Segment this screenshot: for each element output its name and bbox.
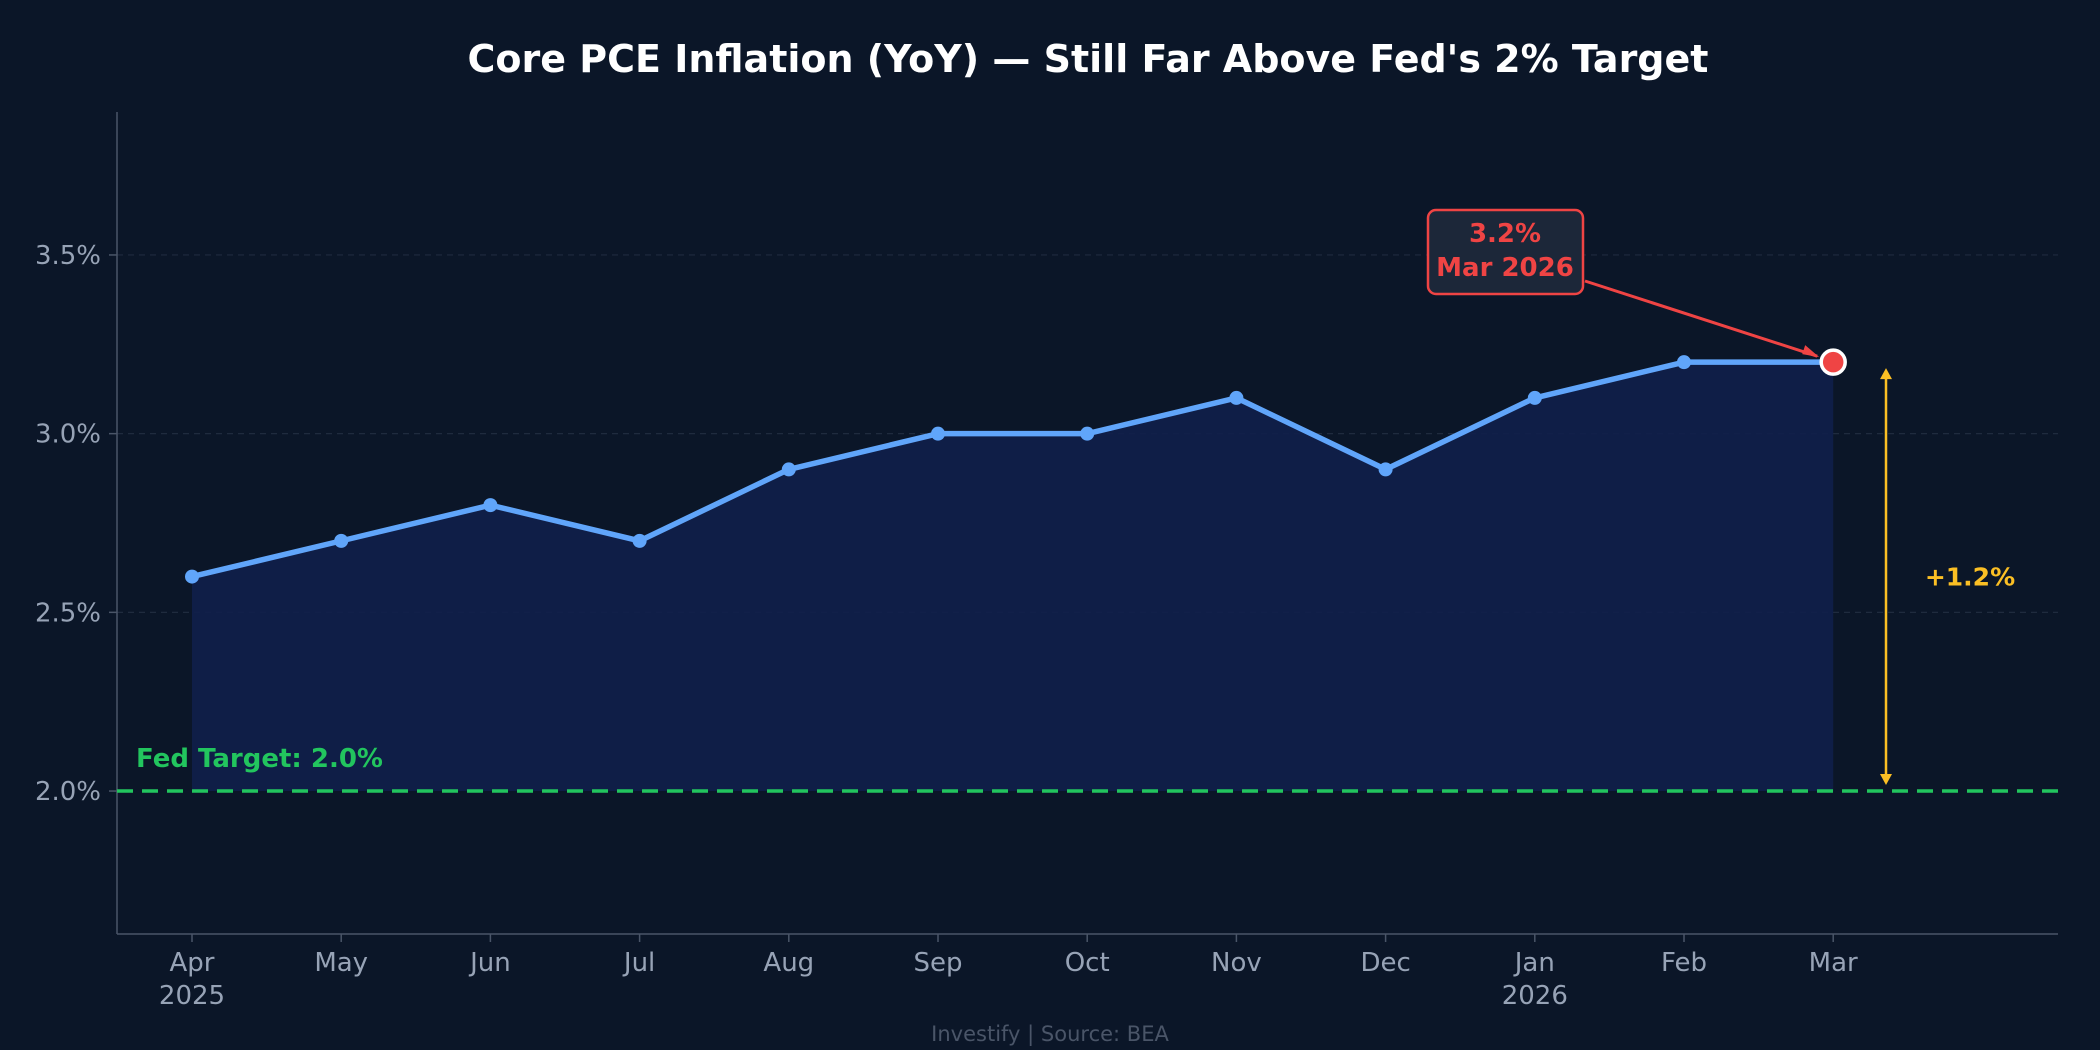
target-label: Fed Target: 2.0% xyxy=(136,744,383,774)
data-point xyxy=(632,533,647,548)
data-point xyxy=(185,569,199,584)
gap-arrow-bottom xyxy=(1880,774,1892,786)
x-tick-year-label: 2025 xyxy=(159,981,225,1011)
y-tick-label: 2.0% xyxy=(35,777,101,807)
data-point xyxy=(334,533,349,548)
x-tick-label: Feb xyxy=(1661,948,1707,978)
annotations: 3.2% Mar 2026 +1.2% xyxy=(1426,208,2015,786)
y-tick-label: 2.5% xyxy=(35,598,101,628)
x-tick-label: Sep xyxy=(913,948,962,978)
y-tick-label: 3.0% xyxy=(35,420,101,450)
data-point xyxy=(1229,390,1244,405)
x-tick-label: Jan xyxy=(1513,948,1555,978)
series-group xyxy=(185,348,1847,584)
x-tick-label: Apr xyxy=(170,948,215,978)
callout-arrowhead xyxy=(1802,345,1820,358)
data-point xyxy=(781,462,796,477)
x-tick-year-label: 2026 xyxy=(1502,981,1568,1011)
data-point xyxy=(1378,462,1393,477)
callout-value: 3.2% xyxy=(1469,219,1541,249)
series-line xyxy=(189,359,1836,580)
x-tick-label: Oct xyxy=(1065,948,1110,978)
y-tick-label: 3.5% xyxy=(35,241,101,271)
data-point xyxy=(1677,355,1691,370)
highlight-point xyxy=(1819,348,1847,376)
x-tick-label: Nov xyxy=(1211,948,1262,978)
callout-date: Mar 2026 xyxy=(1436,253,1574,283)
data-point xyxy=(931,426,945,441)
x-tick-label: May xyxy=(314,948,368,978)
gap-arrow-top xyxy=(1880,368,1892,380)
source-footer: Investify | Source: BEA xyxy=(931,1022,1169,1047)
x-tick-label: Jun xyxy=(468,948,511,978)
axes xyxy=(109,112,2058,942)
target-line-group: Fed Target: 2.0% xyxy=(117,744,2058,793)
data-point xyxy=(1080,426,1095,441)
callout-arrow xyxy=(1584,279,1818,358)
x-tick-label: Mar xyxy=(1809,948,1858,978)
data-point xyxy=(1527,390,1542,405)
x-tick-label: Jul xyxy=(622,948,655,978)
x-tick-label: Dec xyxy=(1360,948,1410,978)
gap-label: +1.2% xyxy=(1925,563,2015,592)
x-tick-label: Aug xyxy=(763,948,814,978)
chart-title: Core PCE Inflation (YoY) — Still Far Abo… xyxy=(468,37,1709,81)
series-area xyxy=(192,362,1834,792)
data-point xyxy=(483,498,498,513)
callout-box xyxy=(1426,208,1585,296)
area-fill xyxy=(192,362,1834,792)
